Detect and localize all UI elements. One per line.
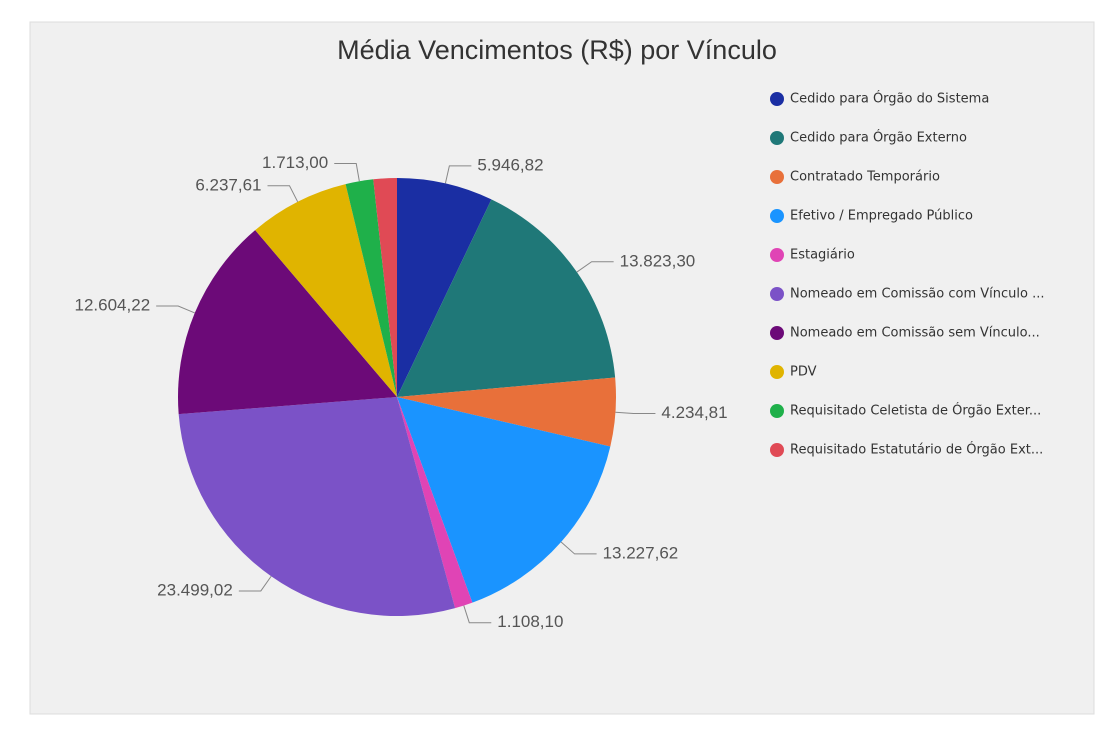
leader-line [238, 575, 272, 592]
leader-line [463, 605, 492, 624]
leader-line [615, 411, 656, 414]
legend-label: Contratado Temporário [790, 170, 940, 185]
legend-marker [770, 365, 784, 379]
data-label: 6.237,61 [195, 175, 261, 194]
legend-label: Nomeado em Comissão sem Vínculo... [790, 326, 1040, 341]
pie-slice [397, 377, 617, 447]
legend-label: Requisitado Estatutário de Órgão Ext... [790, 442, 1043, 458]
pie-slice [397, 178, 492, 397]
pie-slice [178, 230, 397, 415]
legend-marker [770, 248, 784, 262]
pie-slice [397, 199, 616, 397]
pie-slice [345, 179, 397, 397]
data-label: 13.823,30 [620, 251, 696, 270]
data-label: 5.946,82 [477, 155, 543, 174]
legend-marker [770, 287, 784, 301]
legend-marker [770, 443, 784, 457]
legend-label: Estagiário [790, 248, 855, 263]
legend-marker [770, 326, 784, 340]
leader-line [560, 541, 597, 555]
legend-marker [770, 131, 784, 145]
legend-label: Cedido para Órgão do Sistema [790, 91, 989, 107]
leader-line [334, 163, 360, 182]
pie-slice [178, 397, 456, 616]
data-label: 13.227,62 [603, 543, 679, 562]
pie-slice [397, 397, 611, 603]
legend-label: Requisitado Celetista de Órgão Exter... [790, 403, 1041, 419]
leader-line [156, 305, 195, 314]
data-label: 1.713,00 [262, 153, 328, 172]
pie-slice [373, 178, 397, 397]
leader-line [444, 165, 472, 184]
legend-marker [770, 209, 784, 223]
pie-slice [397, 397, 473, 609]
legend-marker [770, 404, 784, 418]
legend-label: Efetivo / Empregado Público [790, 209, 973, 224]
legend-marker [770, 92, 784, 106]
legend-label: PDV [790, 365, 817, 380]
legend-label: Cedido para Órgão Externo [790, 130, 967, 146]
chart-title: Média Vencimentos (R$) por Vínculo [337, 35, 777, 65]
data-label: 1.108,10 [497, 612, 563, 631]
data-label: 23.499,02 [157, 580, 233, 599]
pie-slice [255, 184, 397, 397]
data-label: 12.604,22 [75, 295, 151, 314]
legend-label: Nomeado em Comissão com Vínculo ... [790, 287, 1044, 302]
leader-line [267, 185, 299, 203]
leader-line [576, 261, 614, 273]
data-label: 4.234,81 [661, 403, 727, 422]
legend-marker [770, 170, 784, 184]
